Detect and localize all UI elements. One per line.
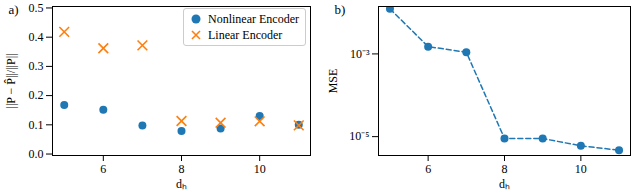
svg-text:0.3: 0.3 [29, 59, 44, 73]
svg-text:0.0: 0.0 [29, 147, 44, 161]
html-text:Nonlinear Encoder: Nonlinear Encoder [208, 12, 299, 26]
svg-text:MSE: MSE [326, 69, 340, 94]
svg-text:10⁻⁵: 10⁻⁵ [349, 129, 369, 143]
svg-text:6: 6 [100, 162, 106, 176]
svg-text:a): a) [9, 2, 19, 17]
svg-text:0.5: 0.5 [29, 1, 44, 15]
svg-text:0.1: 0.1 [29, 118, 44, 132]
svg-text:0.2: 0.2 [29, 88, 44, 102]
html-text:Linear Encoder: Linear Encoder [208, 28, 283, 42]
svg-text:b): b) [335, 2, 346, 17]
svg-text:10⁻³: 10⁻³ [350, 47, 370, 61]
svg-text:0.4: 0.4 [29, 30, 44, 44]
svg-text:10: 10 [575, 162, 587, 176]
svg-text:8: 8 [179, 162, 185, 176]
svg-text:8: 8 [502, 162, 508, 176]
svg-text:dₕ: dₕ [176, 177, 187, 191]
svg-text:dₕ: dₕ [499, 177, 510, 191]
svg-text:10: 10 [254, 162, 266, 176]
svg-text:||P − P̂||/||P||: ||P − P̂||/||P|| [4, 54, 18, 109]
svg-text:6: 6 [425, 162, 431, 176]
